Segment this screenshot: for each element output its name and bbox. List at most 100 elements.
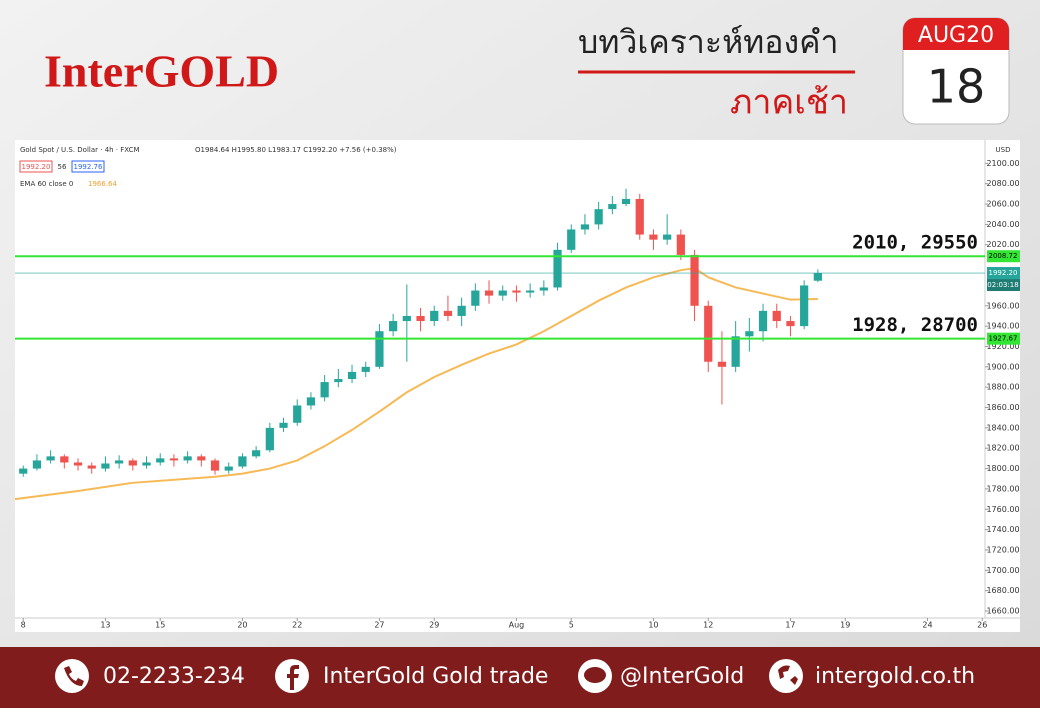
candle-body [101, 463, 110, 469]
candle-body [704, 305, 713, 362]
candle-body [731, 336, 740, 367]
level-value: 1927.67 [989, 335, 1018, 343]
countdown-tag [987, 279, 1020, 292]
candle-body [156, 458, 165, 463]
candle-body [293, 405, 302, 423]
candle-body [443, 310, 453, 316]
candle-body [484, 290, 494, 296]
candle-body [676, 234, 685, 255]
line-glyph [584, 667, 606, 683]
facebook-glyph [287, 665, 299, 690]
y-tick-label: 1820.00 [986, 444, 1019, 453]
x-tick-label: 17 [785, 621, 795, 630]
candle-body [224, 466, 233, 471]
candle-body [512, 290, 521, 293]
candle-body [73, 462, 83, 466]
footer [0, 647, 1040, 708]
bid: 1992.20 [22, 163, 51, 171]
x-tick-label: Aug [509, 621, 525, 630]
candle-body [608, 204, 617, 210]
web-glyph [778, 665, 798, 685]
chart-panel [15, 140, 1020, 632]
y-tick-label: 1920.00 [986, 342, 1019, 351]
level-label: 2010, 29550 [852, 232, 978, 254]
x-tick-label: 24 [922, 621, 932, 630]
candle-body [526, 290, 535, 293]
candle-body [430, 310, 439, 322]
candle-body [471, 290, 480, 306]
ask: 1992.76 [74, 163, 103, 171]
candle-body [457, 305, 466, 316]
candle-body [663, 234, 672, 240]
candle-body [334, 379, 343, 383]
y-tick-label: 1960.00 [986, 301, 1019, 310]
candle-body [567, 229, 576, 250]
candle-body [813, 273, 822, 281]
candle-body [46, 456, 55, 461]
candle-body [169, 458, 179, 461]
ask-box [71, 160, 105, 173]
candle-body [87, 465, 96, 469]
level-tag [987, 250, 1020, 263]
phone-icon [55, 659, 89, 693]
candle-body [183, 456, 192, 461]
y-tick-label: 1660.00 [986, 607, 1019, 616]
candle-body [265, 427, 274, 451]
candle-body [279, 422, 288, 428]
candle-body [553, 249, 562, 288]
candle-body [786, 321, 795, 327]
candle-body [594, 209, 603, 225]
y-tick-label: 1800.00 [986, 464, 1019, 473]
candle-body [416, 315, 425, 322]
x-tick-label: 8 [21, 621, 26, 630]
x-tick-label: 5 [569, 621, 574, 630]
candle-body [580, 224, 590, 230]
ema-line [14, 267, 818, 501]
y-tick-label: 2080.00 [986, 179, 1019, 188]
x-tick-label: 10 [648, 621, 658, 630]
plot: 1660.00 1680.00 1700.00 1720.00 1740.00 1760.… [14, 159, 1020, 630]
x-tick-label: 22 [292, 621, 302, 630]
x-tick-label: 15 [155, 621, 165, 630]
candle-body [115, 460, 124, 464]
unit: USD [996, 146, 1011, 154]
y-tick-label: 1700.00 [986, 566, 1019, 575]
candle-body [649, 234, 658, 240]
y-tick-label: 2040.00 [986, 220, 1019, 229]
x-tick-label: 13 [100, 621, 110, 630]
ema-value: 1966.64 [88, 180, 117, 188]
candle-body [347, 371, 357, 380]
countdown: 02:03:18 [987, 281, 1018, 289]
y-tick-label: 1720.00 [986, 545, 1019, 554]
x-tick-label: 29 [429, 621, 439, 630]
calendar-top [903, 18, 1009, 50]
candle-body [800, 285, 809, 327]
facebook: InterGold Gold trade [323, 664, 548, 689]
y-tick-label: 1940.00 [986, 322, 1019, 331]
candle-body [32, 460, 42, 469]
web-icon [769, 659, 803, 693]
subtitle: ภาคเช้า [730, 83, 848, 123]
spread: 56 [58, 163, 67, 171]
y-tick-label: 1860.00 [986, 403, 1019, 412]
candle-body [142, 462, 151, 466]
price-label: 1992.20 [989, 269, 1018, 277]
candle-body [690, 254, 699, 306]
level-label: 1928, 28700 [852, 314, 978, 336]
phone-glyph [64, 666, 84, 686]
candle-body [375, 331, 384, 367]
level-tag [987, 332, 1020, 345]
candle-body [60, 456, 69, 463]
line: @InterGold [620, 664, 744, 689]
y-tick-label: 1780.00 [986, 484, 1019, 493]
y-tick-label: 2020.00 [986, 240, 1019, 249]
phone: 02-2233-234 [103, 664, 245, 689]
ohlc: O1984.64 H1995.80 L1983.17 C1992.20 +7.5… [195, 146, 397, 154]
y-tick-label: 1680.00 [986, 586, 1019, 595]
bid-box [19, 160, 53, 173]
candle-body [128, 460, 137, 466]
website: intergold.co.th [815, 664, 975, 689]
candle-body [745, 331, 754, 337]
candle-body [238, 456, 247, 467]
candle-body [197, 456, 206, 461]
